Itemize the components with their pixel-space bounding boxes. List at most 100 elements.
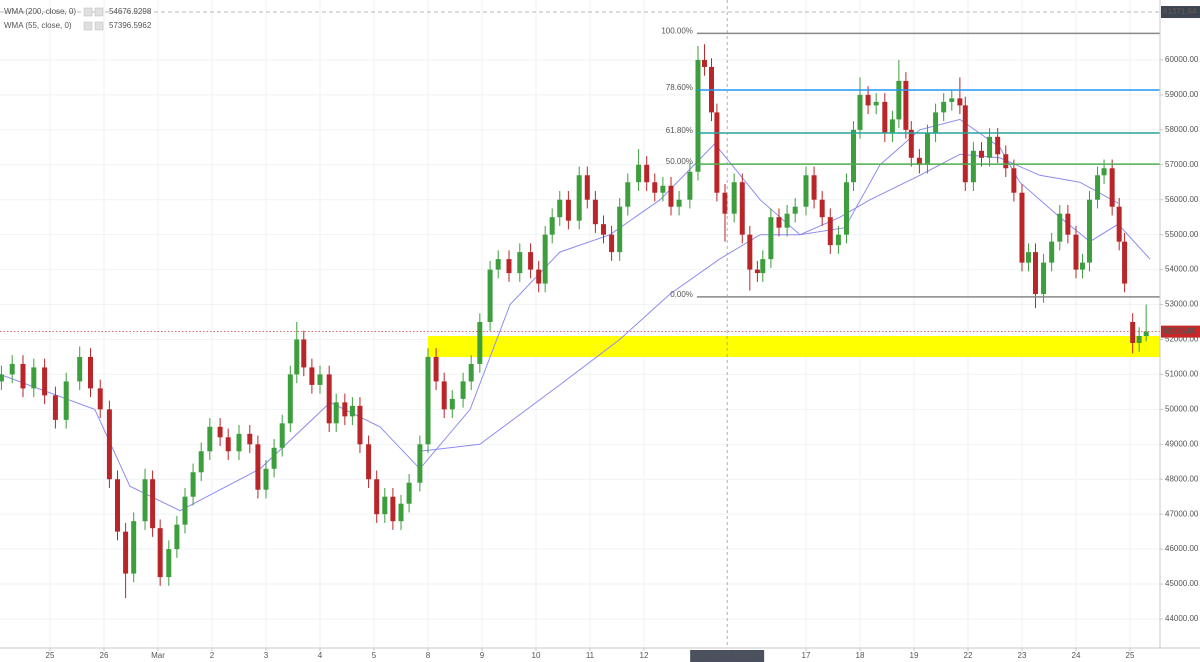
candle-body <box>1122 241 1128 284</box>
candle-body <box>827 217 833 246</box>
candle-body <box>398 503 404 522</box>
crosshair-label: 2021-03-15 13:00:00 <box>690 651 765 660</box>
candle-body <box>279 423 285 448</box>
x-tick-label: 3 <box>264 651 269 660</box>
candle-body <box>857 94 863 130</box>
y-tick-label: 52000.00 <box>1165 335 1199 344</box>
candle-body <box>157 528 163 578</box>
fib-label: 50.00% <box>666 157 693 166</box>
y-tick-label: 51000.00 <box>1165 370 1199 379</box>
candle-body <box>1095 175 1101 200</box>
candle-body <box>668 185 674 207</box>
y-tick-label: 44000.00 <box>1165 614 1199 623</box>
candle-body <box>271 447 277 469</box>
candle-body <box>63 381 69 420</box>
candle-body <box>1065 213 1071 235</box>
candle-body <box>811 175 817 200</box>
x-tick-label: Mar <box>151 651 165 660</box>
candle-body <box>390 496 396 522</box>
candle-body <box>357 405 363 445</box>
candle-body <box>652 182 658 193</box>
candle-body <box>528 252 534 270</box>
candle-body <box>449 398 455 410</box>
candle-body <box>1003 154 1009 169</box>
candle-body <box>549 217 555 235</box>
candle-body <box>366 444 372 480</box>
x-tick-label: 12 <box>640 651 649 660</box>
y-tick-label: 48000.00 <box>1165 474 1199 483</box>
candle-body <box>660 185 666 193</box>
candle-body <box>460 381 466 399</box>
candle-body <box>406 482 412 504</box>
candle-body <box>294 339 300 375</box>
fib-label: 0.00% <box>670 290 693 299</box>
candle-body <box>768 217 774 260</box>
candle-body <box>174 524 180 550</box>
zone <box>427 335 1161 357</box>
candle-body <box>754 269 760 274</box>
candle-body <box>123 531 129 574</box>
x-tick-label: 23 <box>1018 651 1027 660</box>
candle-body <box>924 133 930 165</box>
candle-body <box>889 119 895 134</box>
fib-label: 61.80% <box>666 126 693 135</box>
candle-body <box>349 405 355 417</box>
candle-body <box>851 129 857 183</box>
candle-body <box>1049 241 1055 263</box>
y-tick-label: 47000.00 <box>1165 509 1199 518</box>
candle-body <box>978 150 984 158</box>
candle-body <box>382 496 388 515</box>
candle-body <box>701 59 707 67</box>
candle-body <box>896 80 902 120</box>
legend-icon <box>94 7 104 17</box>
legend-name: WMA (200, close, 0) <box>4 7 76 16</box>
candle-body <box>739 182 745 235</box>
candle-body <box>995 136 1001 155</box>
x-tick-label: 5 <box>372 651 377 660</box>
candle-body <box>217 426 223 438</box>
candle-body <box>970 150 976 183</box>
legend-name: WMA (55, close, 0) <box>4 21 72 30</box>
candle-body <box>609 234 615 253</box>
candle-body <box>255 444 261 490</box>
candle-body <box>1019 192 1025 263</box>
candle-body <box>301 339 307 368</box>
candle-body <box>695 59 701 172</box>
y-tick-label: 45000.00 <box>1165 579 1199 588</box>
price-label-box <box>1161 6 1200 19</box>
candle-body <box>784 213 790 228</box>
candle-body <box>198 451 204 473</box>
candle-body <box>987 136 993 158</box>
candle-body <box>600 224 606 235</box>
fib-label: 78.60% <box>666 83 693 92</box>
candle-body <box>106 409 112 480</box>
candle-body <box>20 363 26 389</box>
y-tick-label: 60000.00 <box>1165 55 1199 64</box>
candle-body <box>1109 168 1115 207</box>
candle-body <box>835 234 841 246</box>
candle-body <box>433 356 439 382</box>
candle-body <box>1130 322 1136 343</box>
candle-body <box>225 437 231 452</box>
legend-icon <box>83 7 93 17</box>
candle-body <box>31 367 37 389</box>
candle-body <box>166 549 172 578</box>
candle-body <box>374 479 380 515</box>
candle-body <box>933 112 939 134</box>
candle-body <box>150 479 156 529</box>
candle-body <box>687 171 693 200</box>
candle-body <box>962 105 968 183</box>
candle-body <box>903 80 909 130</box>
legend-icon <box>83 21 93 31</box>
candle-body <box>776 217 782 228</box>
price-label: 61371.64 <box>1163 7 1197 16</box>
candle-body <box>1025 252 1031 263</box>
candle-body <box>865 94 871 106</box>
candle-body <box>52 395 58 420</box>
x-tick-label: 25 <box>46 651 55 660</box>
candle-body <box>115 479 121 532</box>
legend-value: 54676.9298 <box>109 7 152 16</box>
